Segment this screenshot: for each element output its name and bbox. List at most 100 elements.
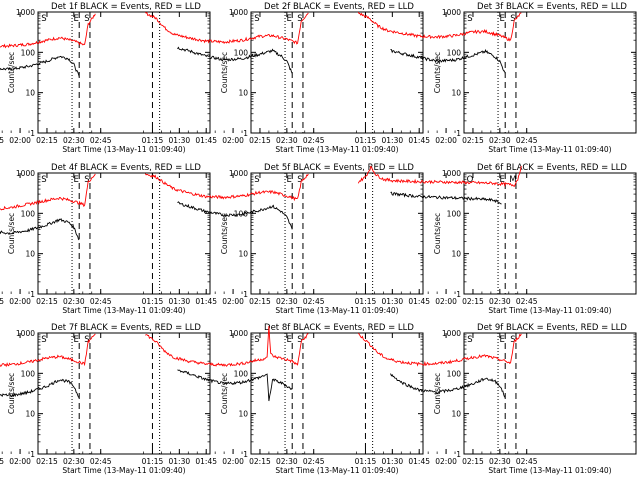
x-tick-label: 02:45 xyxy=(90,136,112,145)
panel-title: Det 7f BLACK = Events, RED = LLD xyxy=(51,323,201,333)
marker-label-start: S xyxy=(510,335,515,345)
x-tick-label: 02:45 xyxy=(303,457,325,466)
x-tick-label: 01:45 xyxy=(195,297,217,306)
x-tick-label: 02:45 xyxy=(516,136,538,145)
x-tick-label: 02:45 xyxy=(303,136,325,145)
x-tick-label: 01:45 xyxy=(195,136,217,145)
x-tick-label: 02:15 xyxy=(36,297,58,306)
x-axis-label: Start Time (13-May-11 01:09:40) xyxy=(275,466,398,475)
x-tick-label: 01:45 xyxy=(195,457,217,466)
detector-panel-9: Det 9f BLACK = Events, RED = LLD 1 10 100 10… xyxy=(355,323,637,475)
y-tick-label: 1000 xyxy=(16,329,35,338)
y-axis-label: Counts/sec xyxy=(7,373,16,414)
panel-title: Det 8f BLACK = Events, RED = LLD xyxy=(264,323,414,333)
x-tick-label: 01:15 xyxy=(355,136,377,145)
x-tick-label: 01:15 xyxy=(142,136,164,145)
plot-frame xyxy=(463,11,637,134)
marker-label-end: E xyxy=(500,175,505,185)
marker-label-start: S xyxy=(467,335,472,345)
panel-title: Det 2f BLACK = Events, RED = LLD xyxy=(264,2,414,12)
events-series-line xyxy=(0,55,80,77)
lld-series-line xyxy=(0,13,96,49)
x-tick-label: 01:45 xyxy=(0,136,4,145)
x-tick-label: 02:30 xyxy=(276,297,298,306)
events-series-line xyxy=(0,218,80,241)
marker-label-start: S xyxy=(297,14,302,24)
y-tick-label: 1000 xyxy=(229,169,248,178)
panel-title: Det 3f BLACK = Events, RED = LLD xyxy=(477,2,627,12)
events-series-line xyxy=(390,48,506,74)
plot-frame xyxy=(37,332,211,455)
y-tick-label: 10 xyxy=(451,89,461,98)
x-tick-label: 02:15 xyxy=(249,297,271,306)
lld-series-line xyxy=(145,325,309,367)
detector-panel-8: Det 8f BLACK = Events, RED = LLD 1 10 100 10… xyxy=(142,323,424,475)
x-tick-label: 02:00 xyxy=(435,457,457,466)
y-tick-label: 1000 xyxy=(229,329,248,338)
x-tick-label: 01:30 xyxy=(169,457,191,466)
x-tick-label: 02:00 xyxy=(9,136,31,145)
y-tick-label: 1 xyxy=(30,290,35,299)
y-tick-label: 1 xyxy=(456,290,461,299)
y-tick-label: 1000 xyxy=(442,169,461,178)
x-tick-label: 02:15 xyxy=(462,297,484,306)
x-tick-label: 02:30 xyxy=(489,457,511,466)
y-tick-label: 100 xyxy=(234,369,249,378)
x-axis-label: Start Time (13-May-11 01:09:40) xyxy=(62,466,185,475)
marker-label-start: S xyxy=(84,175,89,185)
x-tick-label: 02:00 xyxy=(222,457,244,466)
marker-label-end: E xyxy=(287,175,292,185)
y-tick-label: 1000 xyxy=(442,329,461,338)
x-tick-label: 02:00 xyxy=(222,297,244,306)
events-series-line xyxy=(177,201,293,230)
x-tick-label: 02:30 xyxy=(276,457,298,466)
y-axis-label: Counts/sec xyxy=(220,373,229,414)
lld-series-line xyxy=(144,173,309,202)
x-tick-label: 02:45 xyxy=(90,457,112,466)
detector-panel-6: Det 6f BLACK = Events, RED = LLD 1 10 100 10… xyxy=(355,163,637,315)
panel-title: Det 9f BLACK = Events, RED = LLD xyxy=(477,323,627,333)
x-axis-label: Start Time (13-May-11 01:09:40) xyxy=(488,145,611,154)
y-tick-label: 10 xyxy=(238,410,248,419)
y-tick-label: 1000 xyxy=(442,8,461,17)
y-axis-label: Counts/sec xyxy=(433,52,442,93)
y-tick-label: 10 xyxy=(238,89,248,98)
y-tick-label: 10 xyxy=(451,410,461,419)
marker-label-end: E xyxy=(500,14,505,24)
marker-label-start: S xyxy=(510,14,515,24)
y-axis-label: Counts/sec xyxy=(220,52,229,93)
y-tick-label: 100 xyxy=(447,48,462,57)
y-axis-label: Counts/sec xyxy=(7,52,16,93)
x-tick-label: 02:00 xyxy=(9,297,31,306)
lld-series-line xyxy=(144,11,309,45)
x-axis-label: Start Time (13-May-11 01:09:40) xyxy=(488,306,611,315)
panel-title: Det 6f BLACK = Events, RED = LLD xyxy=(477,163,627,173)
x-tick-label: 02:45 xyxy=(516,297,538,306)
events-series-line xyxy=(177,369,293,402)
x-tick-label: 01:45 xyxy=(0,457,4,466)
x-tick-label: 01:30 xyxy=(382,136,404,145)
plot-frame xyxy=(250,172,424,295)
x-tick-label: 01:30 xyxy=(382,297,404,306)
marker-label-start: M xyxy=(509,175,516,185)
y-tick-label: 1 xyxy=(456,450,461,459)
x-tick-label: 02:00 xyxy=(222,136,244,145)
plot-frame xyxy=(37,172,211,295)
marker-label-start: S xyxy=(84,14,89,24)
plot-frame xyxy=(250,11,424,134)
x-axis-label: Start Time (13-May-11 01:09:40) xyxy=(275,145,398,154)
y-tick-label: 100 xyxy=(21,48,36,57)
x-tick-label: 02:30 xyxy=(489,297,511,306)
marker-label-start: S xyxy=(297,335,302,345)
x-tick-label: 02:15 xyxy=(36,457,58,466)
detector-panel-1: Det 1f BLACK = Events, RED = LLD 1 10 100 10… xyxy=(0,2,211,154)
y-tick-label: 1 xyxy=(456,129,461,138)
x-axis-label: Start Time (13-May-11 01:09:40) xyxy=(275,306,398,315)
lld-series-line xyxy=(0,333,96,368)
events-series-line xyxy=(390,191,502,205)
marker-label-end: E xyxy=(74,175,79,185)
y-tick-label: 100 xyxy=(21,209,36,218)
x-axis-label: Start Time (13-May-11 01:09:40) xyxy=(62,145,185,154)
lld-series-line xyxy=(357,332,522,367)
x-tick-label: 02:30 xyxy=(63,297,85,306)
